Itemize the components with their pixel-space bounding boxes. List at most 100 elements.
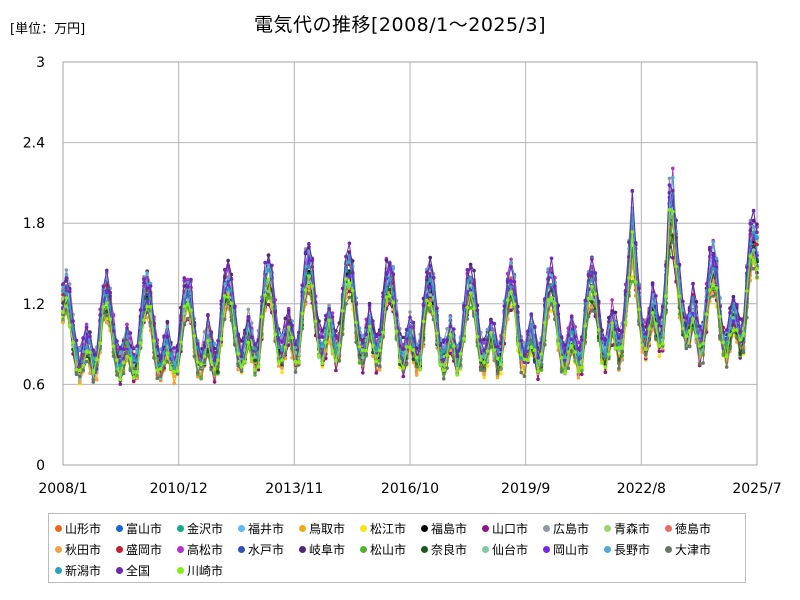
data-point [135, 344, 139, 348]
data-point [357, 361, 362, 365]
data-point [324, 313, 328, 318]
data-point [499, 371, 503, 376]
data-point [128, 331, 133, 335]
data-point [226, 299, 230, 303]
data-point [701, 353, 705, 357]
data-point [266, 296, 271, 300]
data-point [738, 343, 742, 348]
data-point [165, 324, 170, 329]
data-point [347, 295, 352, 300]
data-point [401, 374, 406, 379]
data-point [512, 279, 517, 284]
data-point [91, 348, 96, 352]
data-point [320, 335, 325, 339]
data-point [388, 276, 392, 280]
data-point [226, 263, 230, 268]
data-point [182, 321, 187, 326]
data-point [391, 266, 396, 271]
data-point [522, 374, 527, 379]
data-point [256, 355, 261, 360]
data-point [580, 372, 584, 377]
data-point [738, 352, 742, 356]
data-point [441, 338, 446, 342]
data-point [145, 316, 149, 320]
data-point [125, 322, 129, 327]
data-point [566, 333, 571, 338]
data-point [91, 380, 96, 384]
data-point [246, 315, 251, 319]
data-point [536, 356, 540, 360]
data-point [61, 320, 65, 325]
data-point [307, 284, 311, 289]
data-point [266, 268, 271, 272]
data-point [505, 279, 510, 283]
data-point [330, 315, 335, 319]
data-point [529, 353, 534, 358]
data-point [212, 372, 217, 376]
data-point [266, 253, 271, 258]
data-point [482, 368, 486, 372]
data-point [131, 366, 136, 371]
data-point [350, 270, 355, 275]
data-point [169, 348, 173, 352]
data-point [206, 334, 210, 339]
data-point [334, 368, 338, 373]
data-point [165, 334, 170, 339]
data-point [428, 293, 433, 297]
data-point [543, 297, 547, 301]
data-point [324, 356, 328, 361]
data-point [381, 294, 385, 299]
data-point [347, 270, 352, 275]
data-point [751, 244, 756, 249]
data-point [657, 354, 662, 359]
data-point [361, 334, 365, 338]
data-point [196, 370, 200, 375]
data-point [509, 285, 513, 289]
data-point [559, 370, 564, 374]
data-point [347, 241, 352, 246]
data-point [630, 275, 635, 279]
data-point [239, 369, 244, 374]
data-point [169, 353, 173, 358]
data-point [226, 258, 230, 263]
data-point [478, 338, 483, 343]
data-point [131, 356, 136, 361]
data-point [445, 337, 449, 342]
data-point [590, 257, 594, 262]
data-point [431, 275, 436, 280]
data-point [428, 309, 433, 314]
data-point [654, 311, 658, 315]
data-point [249, 335, 254, 340]
data-point [64, 285, 69, 290]
data-point [563, 350, 567, 354]
data-point [495, 371, 500, 376]
data-point [172, 346, 176, 350]
data-point [64, 291, 69, 296]
data-point [549, 302, 554, 307]
data-point [755, 239, 759, 243]
data-point [162, 351, 166, 355]
data-point [374, 363, 379, 368]
data-point [657, 349, 662, 354]
data-point [118, 363, 123, 368]
data-point [388, 287, 392, 292]
data-point [388, 301, 392, 306]
data-point [131, 379, 136, 384]
data-point [347, 289, 352, 294]
data-point [391, 291, 396, 296]
data-point [196, 342, 200, 346]
data-point [731, 294, 736, 299]
data-point [701, 361, 705, 365]
data-point [401, 353, 406, 358]
data-point [697, 361, 702, 366]
data-point [105, 320, 109, 325]
data-point [428, 298, 433, 303]
data-point [78, 380, 82, 385]
data-point [553, 284, 557, 289]
data-point [711, 266, 715, 271]
data-point [438, 343, 443, 348]
data-point [586, 314, 591, 319]
data-point [573, 335, 577, 339]
data-point [253, 346, 257, 351]
